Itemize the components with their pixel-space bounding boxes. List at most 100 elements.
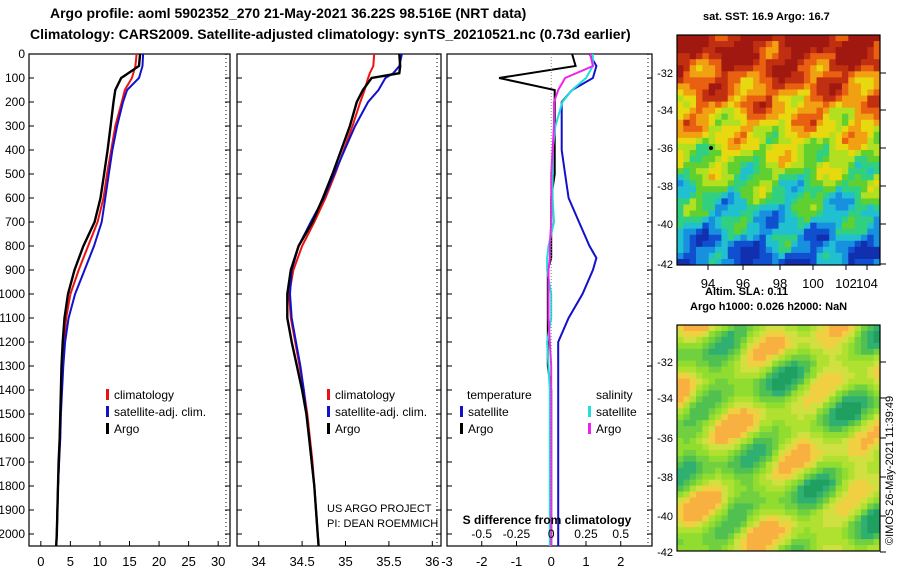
sst-cell [860,41,868,48]
sla-cell [803,533,811,540]
sst-cell [848,131,856,139]
sst-cell [753,198,760,205]
sla-cell [822,449,830,457]
sst-cell [854,125,862,133]
sst-cell [835,59,843,66]
sst-cell [715,234,722,242]
sst-cell [746,192,754,199]
sla-cell [740,533,748,540]
sst-cell [772,192,779,199]
sst-cell [772,240,779,248]
sst-cell [822,101,830,109]
sst-cell [715,252,722,260]
sst-cell [734,89,741,96]
sst-cell [696,198,703,205]
sst-cell [810,35,817,42]
sla-cell [867,455,875,463]
sla-cell [702,461,710,469]
sla-cell [696,342,703,350]
sst-cell [759,77,767,84]
sla-cell [841,455,849,463]
sst-cell [873,137,881,145]
sla-cell [791,402,798,409]
sla-cell [854,336,862,344]
sla-cell [753,342,760,350]
sla-cell [778,509,786,516]
sla-cell [778,360,786,368]
sst-cell [740,252,748,260]
sla-cell [702,449,710,457]
sst-cell [791,119,798,127]
sst-cell [791,162,798,169]
sla-cell [816,414,824,421]
sst-cell [765,240,773,248]
sla-cell [778,384,786,391]
sst-cell [715,204,722,211]
sla-cell [746,336,754,344]
sla-cell [727,461,735,469]
sst-cell [829,47,836,54]
sst-cell [708,228,716,236]
sla-cell [791,521,798,528]
sst-cell [848,222,856,230]
sst-cell [734,246,741,254]
sst-cell [784,192,792,199]
sla-cell [791,533,798,540]
sst-cell [734,107,741,115]
sla-cell [873,378,881,385]
sst-cell [772,83,779,90]
sst-cell [778,168,786,175]
sst-cell [689,210,697,217]
sla-cell [797,521,805,528]
sst-cell [797,101,805,109]
sla-cell [810,354,817,362]
x-tick-label-temp: 20 [152,554,166,569]
sst-cell [867,174,875,181]
sst-cell [715,59,722,66]
sla-cell [727,515,735,522]
sst-cell [727,71,735,78]
sla-cell [727,330,735,338]
sst-cell [746,228,754,236]
sst-cell [854,246,862,254]
sla-cell [791,325,798,332]
sla-cell [683,461,691,469]
sla-cell [734,408,741,415]
sst-cell [784,246,792,254]
sst-cell [696,53,703,60]
sla-cell [740,473,748,481]
sst-cell [677,119,684,127]
sst-cell [829,107,836,115]
sla-cell [696,521,703,528]
sla-cell [791,330,798,338]
sla-cell [873,473,881,481]
sla-cell [683,485,691,492]
sst-cell [822,65,830,72]
sst-cell [867,246,875,254]
sst-cell [835,89,843,96]
sst-cell [835,204,843,211]
depth-tick-label: 200 [5,95,25,109]
sst-cell [727,125,735,133]
sla-cell [848,473,856,481]
sla-cell [746,426,754,433]
sst-cell [797,65,805,72]
sla-cell [689,342,697,350]
sla-cell [816,491,824,498]
sla-cell [778,521,786,528]
sst-cell [791,192,798,199]
sla-cell [848,366,856,373]
sst-cell [708,234,716,242]
sst-cell [689,65,697,72]
sla-cell [765,342,773,350]
sla-cell [734,390,741,397]
sst-cell [822,204,830,211]
sla-cell [829,336,836,344]
sla-cell [740,539,748,546]
sst-cell [848,41,856,48]
sla-cell [778,414,786,421]
sla-cell [753,432,760,439]
sst-cell [734,204,741,211]
sst-cell [702,222,710,230]
sla-cell [734,384,741,391]
